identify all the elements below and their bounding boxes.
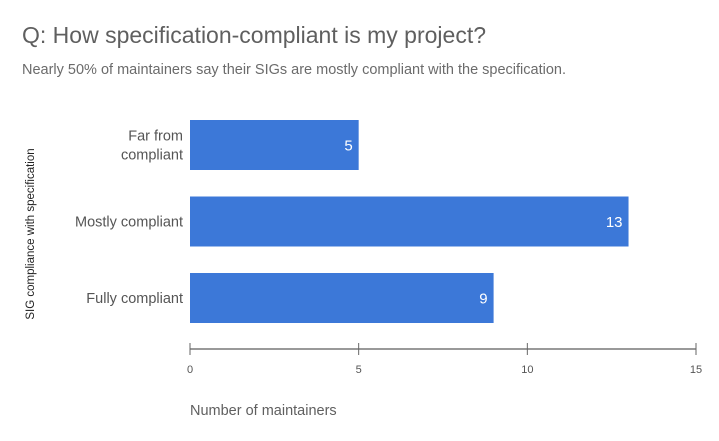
x-tick-label: 15 <box>690 364 702 376</box>
bar <box>190 120 359 170</box>
data-label: 13 <box>606 214 623 231</box>
chart-subtitle: Nearly 50% of maintainers say their SIGs… <box>22 62 566 78</box>
chart-title: Q: How specification-compliant is my pro… <box>22 22 486 48</box>
x-axis-label: Number of maintainers <box>190 403 337 419</box>
x-tick-label: 0 <box>187 364 193 376</box>
bar <box>190 273 494 323</box>
category-label: Far from <box>128 129 183 145</box>
category-label: Fully compliant <box>86 291 183 307</box>
data-label: 5 <box>344 138 352 155</box>
y-axis-label: SIG compliance with specification <box>25 148 37 319</box>
data-label: 9 <box>479 291 487 308</box>
category-label: compliant <box>121 148 183 164</box>
x-tick-label: 5 <box>356 364 362 376</box>
bar <box>190 196 629 247</box>
x-tick-label: 10 <box>521 364 533 376</box>
category-label: Mostly compliant <box>75 215 183 231</box>
